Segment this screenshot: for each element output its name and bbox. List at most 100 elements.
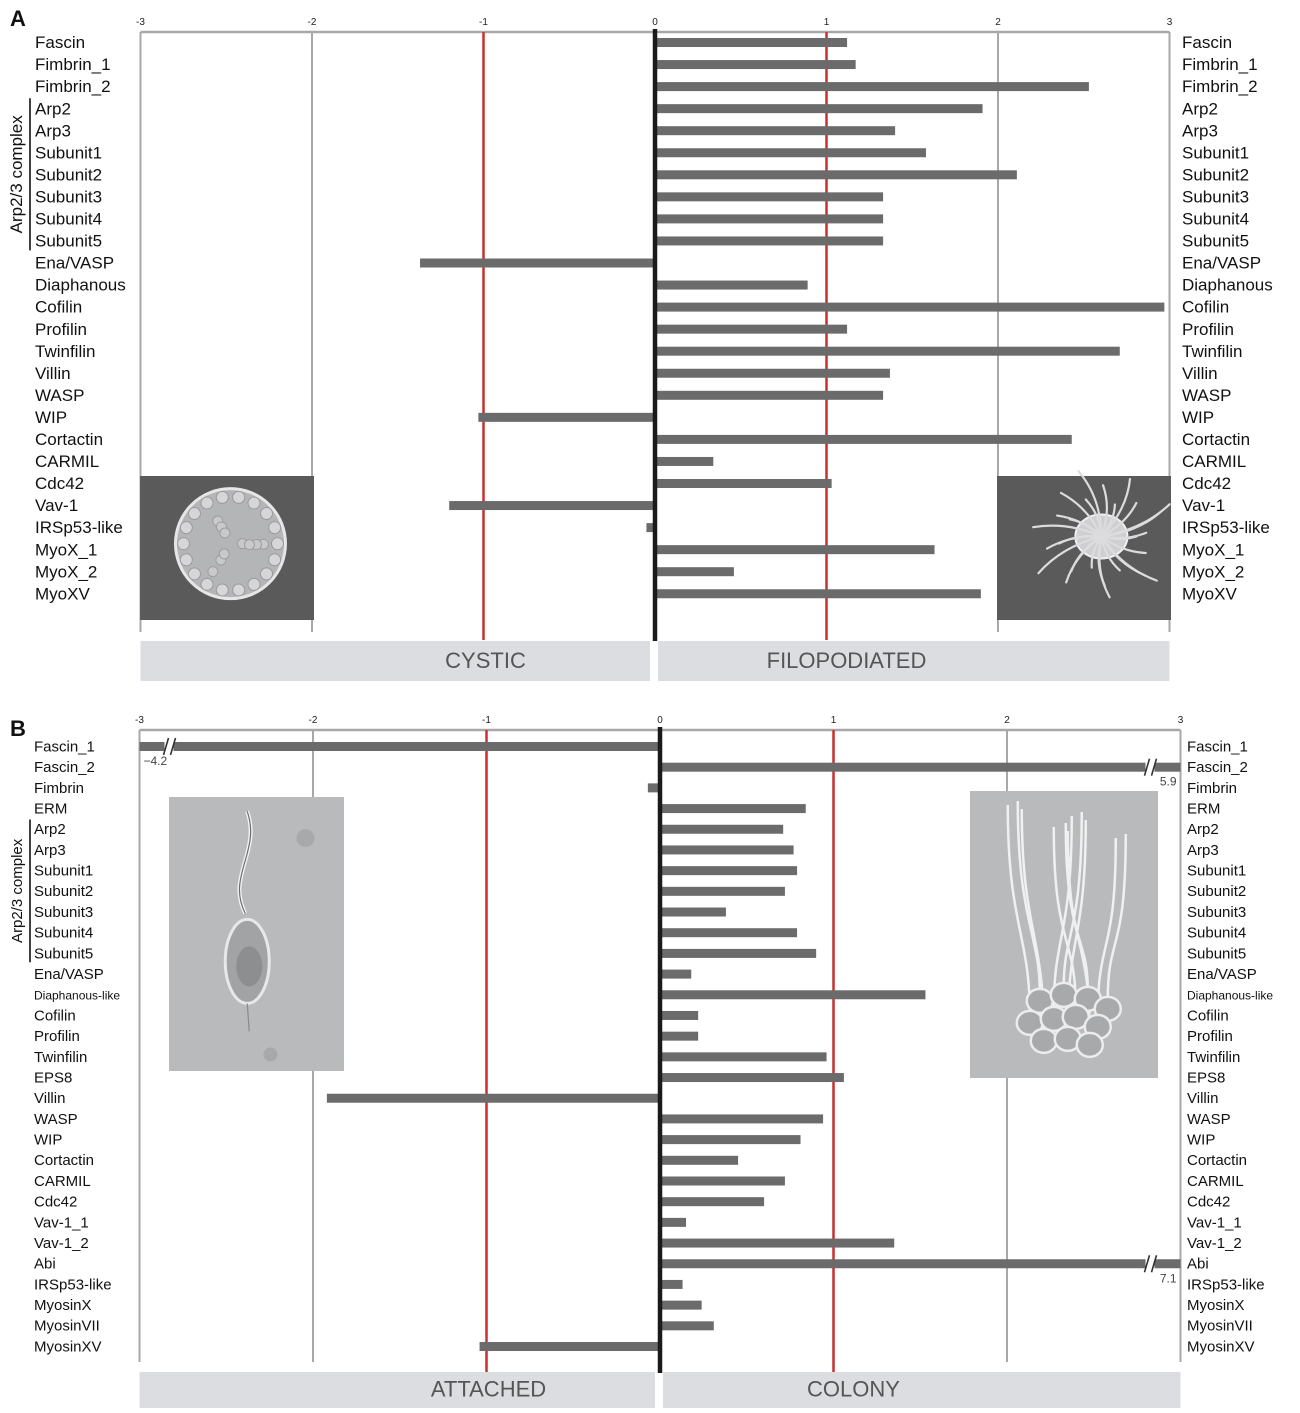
row-label-right: Subunit4 <box>1187 925 1246 942</box>
cyst-surface-bump <box>215 583 229 597</box>
axis-break-mark <box>1143 1255 1151 1273</box>
row-label-left: Cofilin <box>35 298 82 317</box>
row-label-left: Arp2 <box>35 99 71 118</box>
cyst-surface-bump <box>232 490 246 504</box>
row-label-left: MyosinX <box>34 1297 92 1314</box>
bar-wip <box>478 412 655 422</box>
row-label-left: WASP <box>34 1111 78 1128</box>
colony-flagellum <box>1106 833 1128 999</box>
row-label-right: Twinfilin <box>1182 342 1242 361</box>
row-label-left: Subunit5 <box>34 945 93 962</box>
row-label-left: Subunit1 <box>35 143 102 162</box>
bar-cofilin <box>660 1010 699 1020</box>
tick-label: 2 <box>995 17 1001 28</box>
filopodium <box>1100 503 1171 538</box>
row-label-left: IRSp53-like <box>35 518 123 537</box>
row-label-right: Arp3 <box>1182 121 1218 140</box>
filopodium <box>1056 514 1103 538</box>
bar-cofilin <box>655 302 1165 312</box>
bar-subunit5 <box>655 236 884 246</box>
tick-label: 0 <box>652 17 658 28</box>
bar-ena-vasp <box>660 969 692 979</box>
filopodium <box>1100 535 1158 582</box>
bar-twinfilin <box>655 346 1120 356</box>
filopodiated-cell-micrograph <box>997 470 1171 620</box>
row-label-right: MyoX_2 <box>1182 562 1244 581</box>
cyst-cell <box>173 487 287 601</box>
bar-wip <box>660 1135 801 1145</box>
bar-irsp53-like <box>660 1279 683 1289</box>
row-label-right: Vav-1 <box>1182 496 1225 515</box>
row-label-left: Diaphanous-like <box>34 989 120 1003</box>
cyst-surface-bump <box>207 566 219 578</box>
cyst-surface-bump <box>187 506 201 520</box>
bar-ena-vasp <box>420 258 655 268</box>
axis-break-mark <box>1150 758 1158 776</box>
bar-fascin-2 <box>660 762 1181 772</box>
cyst-surface-bump <box>219 527 231 539</box>
cyst-surface-bump <box>179 521 193 535</box>
axis-break-mark <box>169 737 177 756</box>
row-label-right: Subunit5 <box>1182 232 1249 251</box>
bar-twinfilin <box>660 1052 827 1062</box>
row-label-left: Vav-1 <box>35 496 78 515</box>
bar-value-label: 5.9 <box>1160 775 1177 789</box>
bar-irsp53-like <box>646 523 655 533</box>
bar-vav-1 <box>449 501 655 511</box>
filopodium <box>1037 535 1103 575</box>
bar-subunit2 <box>655 170 1017 180</box>
row-label-right: Diaphanous <box>1182 276 1273 295</box>
bar-myox-1 <box>655 545 935 555</box>
panel-a: A -3 -2 -1 0 1 2 3 Fascin Fascin Fimbrin_1 Fimbrin_… <box>0 0 1300 690</box>
category-band-filopodiated <box>658 641 1170 681</box>
row-label-right: Arp2 <box>1187 821 1219 838</box>
bar-subunit1 <box>655 148 926 158</box>
row-label-left: Villin <box>34 1090 65 1107</box>
row-label-left: Fimbrin_2 <box>35 77 111 96</box>
cyst-surface-bump <box>247 577 261 591</box>
bar-subunit3 <box>660 907 726 917</box>
category-band-attached <box>139 1372 655 1408</box>
tick-label: -3 <box>136 17 145 28</box>
bar-vav-1-2 <box>660 1238 895 1248</box>
row-label-right: MyosinX <box>1187 1297 1245 1314</box>
row-label-right: Subunit2 <box>1182 165 1249 184</box>
debris-spot <box>296 829 315 848</box>
tick-label: 2 <box>1004 715 1010 726</box>
row-label-left: Fimbrin <box>34 780 84 797</box>
row-label-right: Ena/VASP <box>1187 966 1257 983</box>
row-label-left: Diaphanous <box>35 276 126 295</box>
row-label-right: IRSp53-like <box>1182 518 1270 537</box>
cyst-surface-bump <box>218 548 230 560</box>
bar-arp3 <box>660 845 794 855</box>
row-label-left: Ena/VASP <box>35 254 114 273</box>
row-label-left: Profilin <box>34 1028 80 1045</box>
row-label-left: Subunit2 <box>35 165 102 184</box>
category-band-cystic <box>140 641 650 681</box>
row-label-right: Twinfilin <box>1187 1049 1240 1066</box>
row-label-right: ERM <box>1187 800 1220 817</box>
filopodium <box>1100 535 1121 572</box>
tick-label: -2 <box>308 17 317 28</box>
bar-myosinvii <box>660 1321 714 1331</box>
cyst-surface-bump <box>200 577 214 591</box>
bar-eps8 <box>660 1073 844 1083</box>
category-band-label: FILOPODIATED <box>767 648 927 673</box>
cyst-surface-bump <box>232 583 246 597</box>
bar-arp3 <box>655 126 896 136</box>
tick-label: 1 <box>824 17 830 28</box>
row-label-left: Subunit1 <box>34 863 93 880</box>
row-label-left: Cdc42 <box>34 1194 77 1211</box>
row-label-right: Profilin <box>1182 320 1234 339</box>
row-label-left: Subunit5 <box>35 232 102 251</box>
bar-cortactin <box>655 434 1072 444</box>
bar-vav-1-1 <box>660 1217 687 1227</box>
group-label: Arp2/3 complex <box>9 838 26 943</box>
colony-flagellum <box>1062 811 1084 985</box>
row-label-left: Subunit4 <box>34 925 93 942</box>
row-label-left: MyosinXV <box>34 1338 102 1355</box>
tick-label: -1 <box>479 17 488 28</box>
cyst-surface-bump <box>259 506 273 520</box>
cyst-surface-bump <box>270 537 284 551</box>
bar-subunit1 <box>660 866 798 876</box>
